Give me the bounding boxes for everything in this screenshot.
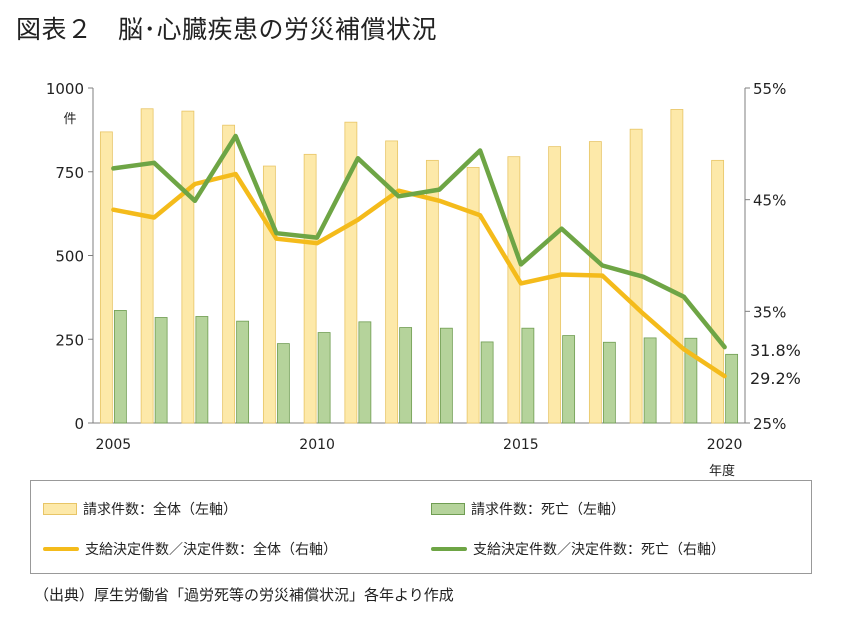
left-tick-label: 750 (55, 164, 84, 182)
bar-total-2019 (670, 109, 684, 424)
right-tick-label: 25% (753, 415, 786, 433)
left-tick-label: 1000 (46, 80, 84, 98)
bar-death-2007 (195, 316, 209, 424)
legend-item-death-claims: 請求件数：死亡（左軸） (431, 499, 625, 519)
legend-item-death-rate: 支給決定件数／決定件数：死亡（右軸） (431, 539, 725, 559)
bar-total-2010 (303, 153, 317, 424)
chart-plot: 0 250 500 750 1000 件 25% 35% 45% 55% 2005 2010 2015 2… (46, 80, 801, 479)
legend-label-total-rate: 支給決定件数／決定件数：全体（右軸） (85, 542, 337, 558)
legend-item-total-rate: 支給決定件数／決定件数：全体（右軸） (43, 539, 337, 559)
bar-total-2014 (466, 166, 480, 424)
bar-total-2011 (344, 121, 358, 424)
left-tick-label: 0 (74, 415, 84, 433)
x-tick-label: 2015 (503, 437, 539, 453)
legend-item-total-claims: 請求件数：全体（左軸） (43, 499, 237, 519)
left-tick-label: 250 (55, 331, 84, 349)
source-note: （出典）厚生労働省「過労死等の労災補償状況」各年より作成 (34, 586, 454, 604)
legend-label-death-claims: 請求件数：死亡（左軸） (471, 502, 625, 518)
line-total-rate (111, 171, 727, 379)
legend-swatch-total-claims (43, 503, 77, 515)
right-tick-label: 45% (753, 192, 786, 210)
x-tick-label: 2020 (707, 437, 743, 453)
bar-death-2014 (480, 341, 494, 424)
bar-total-2016 (548, 146, 562, 424)
bar-death-2017 (602, 341, 616, 424)
bar-death-2006 (154, 317, 168, 424)
left-tick-label: 500 (55, 248, 84, 266)
bar-death-2012 (399, 327, 413, 424)
bar-total-2008 (222, 124, 236, 424)
chart-title: 図表２ 脳･心臓疾患の労災補償状況 (16, 15, 438, 44)
right-tick-label: 35% (753, 303, 786, 321)
bar-death-2019 (684, 337, 698, 424)
bar-total-2020 (711, 159, 725, 424)
rate-lines (111, 133, 727, 379)
bar-death-2009 (276, 343, 290, 424)
x-tick-label: 2010 (299, 437, 335, 453)
left-axis-unit: 件 (63, 112, 76, 127)
legend-label-total-claims: 請求件数：全体（左軸） (83, 502, 237, 518)
legend-swatch-total-rate (43, 547, 79, 551)
x-axis-label: 年度 (709, 463, 735, 479)
bar-total-2015 (507, 156, 521, 424)
bar-total-2005 (99, 131, 113, 424)
bar-total-2017 (588, 141, 602, 424)
annotation-death-rate-2020: 31.8% (750, 341, 801, 360)
bar-death-2010 (317, 332, 331, 424)
bar-death-2016 (562, 335, 576, 424)
bar-death-2005 (113, 310, 127, 424)
axis-labels: 0 250 500 750 1000 件 25% 35% 45% 55% 2005 2010 2015 2… (46, 80, 801, 479)
annotation-total-rate-2020: 29.2% (750, 369, 801, 388)
bar-total-2013 (425, 159, 439, 424)
legend-swatch-death-claims (431, 503, 465, 515)
x-tick-label: 2005 (96, 437, 132, 453)
line-death-rate (111, 133, 727, 350)
legend-swatch-death-rate (431, 547, 467, 551)
legend: 請求件数：全体（左軸） 請求件数：死亡（左軸） 支給決定件数／決定件数：全体（右… (30, 480, 812, 574)
bar-total-2007 (181, 110, 195, 424)
legend-label-death-rate: 支給決定件数／決定件数：死亡（右軸） (473, 542, 725, 558)
bar-death-2011 (358, 321, 372, 424)
bar-total-2012 (385, 140, 399, 424)
bar-death-2020 (725, 353, 739, 424)
bar-death-2013 (439, 327, 453, 424)
bar-death-2008 (236, 320, 250, 424)
bar-total-2006 (140, 108, 154, 424)
bar-death-2018 (643, 337, 657, 424)
bar-death-2015 (521, 327, 535, 424)
bars-death-claims (113, 310, 739, 424)
right-tick-label: 55% (753, 80, 786, 98)
